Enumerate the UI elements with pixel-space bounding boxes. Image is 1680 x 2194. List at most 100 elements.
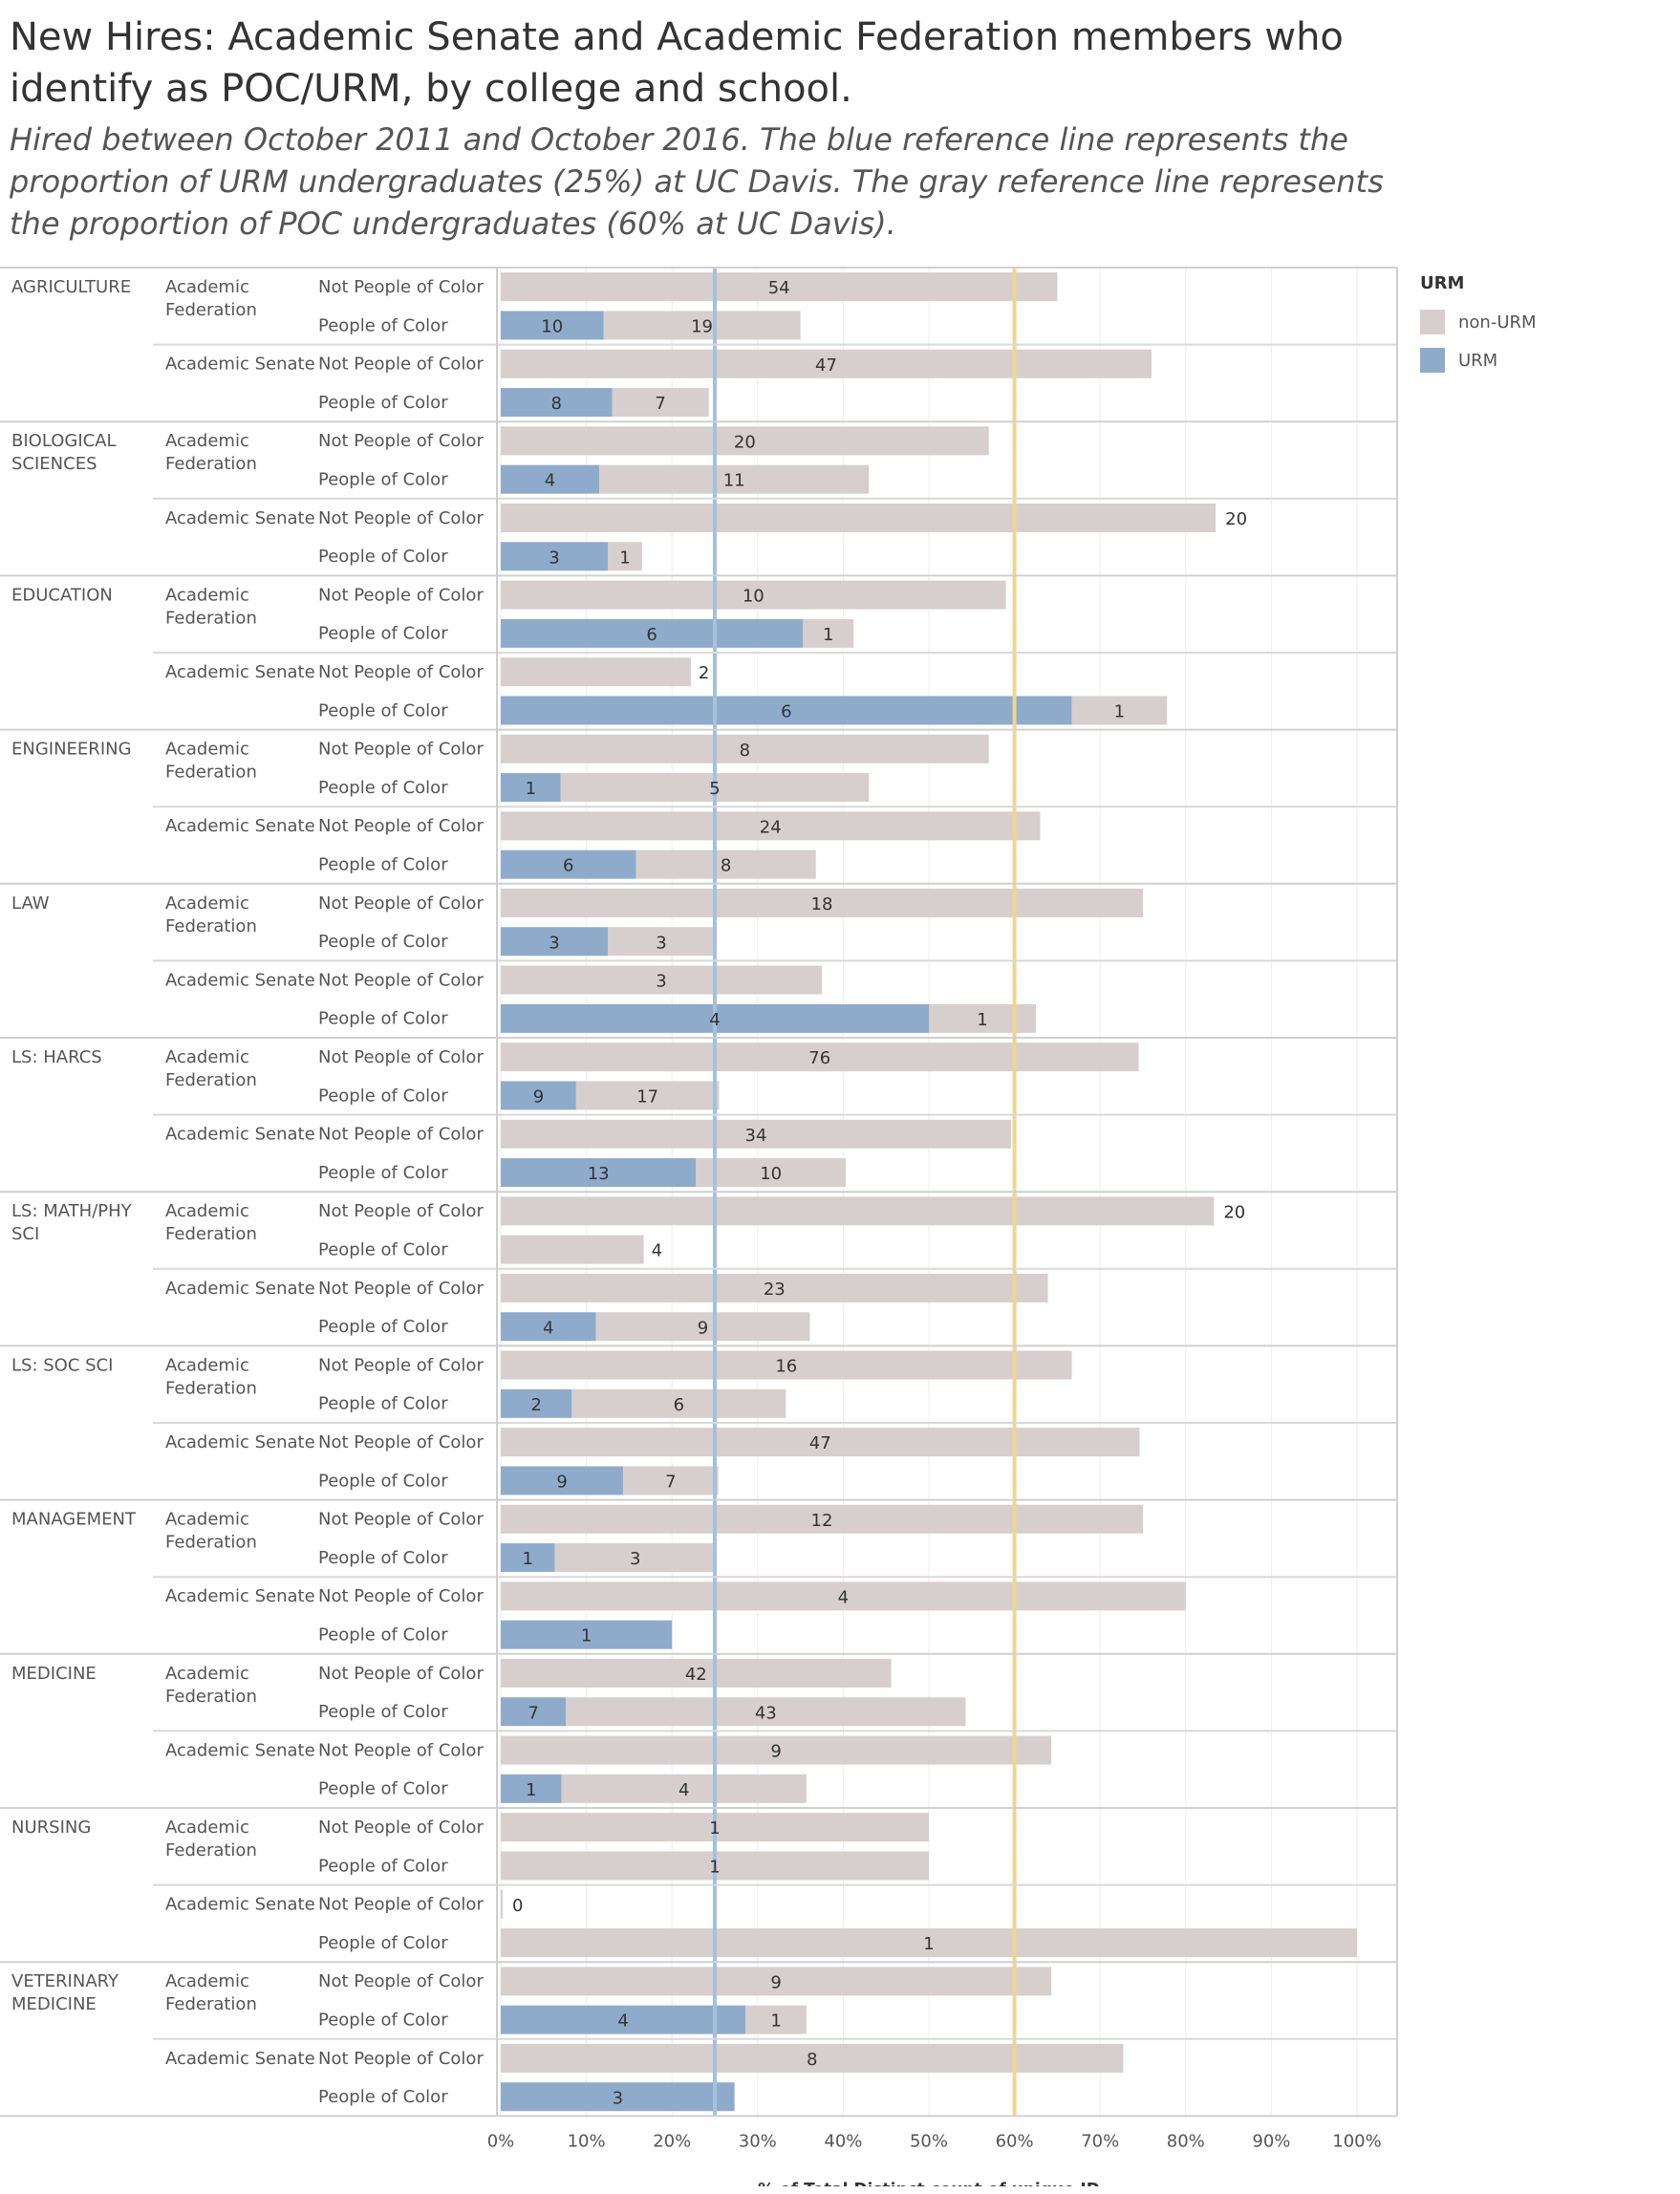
- college-label: EDUCATION: [11, 585, 113, 605]
- row-label: People of Color: [318, 1625, 448, 1646]
- bar-urm: [501, 1081, 576, 1110]
- college-label: LS: HARCS: [11, 1047, 102, 1067]
- legend-label-non-urm: non-URM: [1458, 312, 1537, 333]
- bar-label-urm: 3: [613, 2088, 623, 2108]
- bar-non-urm: [501, 349, 1152, 378]
- category-labels: AGRICULTURE Academic Federation Not People …: [11, 277, 484, 2107]
- group-label: Federation: [165, 1224, 257, 1244]
- bar-label-non-urm: 6: [674, 1395, 684, 1415]
- bar-label-non-urm: 0: [512, 1896, 523, 1916]
- row-label: People of Color: [318, 2087, 448, 2107]
- row-label: Not People of Color: [318, 816, 484, 836]
- bar-urm: [501, 2082, 735, 2112]
- bar-non-urm: [561, 1774, 807, 1803]
- row-label: People of Color: [318, 1394, 448, 1414]
- group-label: Academic: [165, 740, 249, 760]
- bar-label-urm: 13: [588, 1164, 610, 1184]
- bar-label-urm: 9: [556, 1472, 567, 1492]
- bar-urm: [501, 464, 600, 494]
- bar-label-urm: 3: [549, 548, 559, 568]
- row-label: People of Color: [318, 932, 448, 952]
- bar-label-urm: 9: [533, 1086, 544, 1107]
- x-tick-label: 0%: [487, 2131, 515, 2151]
- legend-swatch-urm: [1420, 348, 1445, 373]
- bar-urm: [501, 1466, 624, 1495]
- group-label: Academic: [165, 1201, 249, 1221]
- bar-label-non-urm: 1: [1114, 701, 1125, 721]
- bar-label-non-urm: 8: [740, 741, 750, 761]
- bar-label-urm: 4: [709, 1010, 720, 1030]
- bar-label-non-urm: 1: [770, 2011, 781, 2032]
- bar-label-urm: 10: [541, 316, 563, 336]
- x-tick-label: 50%: [910, 2131, 948, 2151]
- row-separators: [0, 267, 1398, 2118]
- row-label: Not People of Color: [318, 1125, 484, 1145]
- bar-label-urm: 3: [549, 933, 559, 953]
- bar-non-urm: [608, 927, 715, 957]
- bar-label-non-urm: 54: [768, 278, 790, 298]
- bar-non-urm: [929, 1003, 1036, 1033]
- group-label: Academic: [165, 277, 249, 297]
- bar-urm: [501, 2005, 746, 2034]
- bar-label-non-urm: 47: [815, 355, 837, 376]
- x-tick-label: 10%: [568, 2131, 606, 2151]
- bar-urm: [501, 927, 608, 957]
- bar-label-non-urm: 1: [709, 1857, 720, 1877]
- group-label: Academic Senate: [165, 1432, 315, 1452]
- bar-non-urm: [566, 1697, 966, 1727]
- bar-label-urm: 7: [528, 1703, 538, 1723]
- bar-label-urm: 4: [617, 2011, 628, 2032]
- bar-non-urm: [501, 1196, 1215, 1226]
- bar-label-urm: 4: [545, 471, 555, 491]
- row-label: Not People of Color: [318, 893, 484, 914]
- legend-swatch-non-urm: [1420, 310, 1445, 334]
- group-label: Academic: [165, 1355, 249, 1375]
- group-label: Federation: [165, 300, 257, 320]
- bar-non-urm: [501, 888, 1143, 917]
- row-label: People of Color: [318, 1163, 448, 1183]
- row-label: People of Color: [318, 470, 448, 490]
- college-label: AGRICULTURE: [11, 277, 131, 297]
- legend-item-urm: URM: [1420, 341, 1649, 379]
- chart-subtitle: Hired between October 2011 and October 2…: [10, 121, 1384, 242]
- row-label: People of Color: [318, 700, 448, 721]
- x-tick-label: 100%: [1332, 2131, 1381, 2151]
- bar-label-non-urm: 19: [691, 316, 713, 336]
- bar-non-urm: [501, 1735, 1052, 1765]
- group-label: Academic Senate: [165, 970, 315, 990]
- row-label: Not People of Color: [318, 585, 484, 605]
- group-label: Academic: [165, 1818, 249, 1838]
- legend-item-non-urm: non-URM: [1420, 303, 1649, 341]
- row-label: Not People of Color: [318, 1510, 484, 1530]
- bar-non-urm: [501, 272, 1058, 302]
- row-label: People of Color: [318, 1702, 448, 1722]
- bar-label-urm: 1: [526, 1780, 536, 1800]
- bar-non-urm: [501, 1581, 1186, 1611]
- bar-label-non-urm: 20: [734, 432, 756, 452]
- college-label: VETERINARY: [11, 1971, 119, 1991]
- chart-title: New Hires: Academic Senate and Academic …: [10, 15, 1344, 111]
- bar-urm: [501, 542, 608, 571]
- bar-label-urm: 8: [551, 394, 562, 414]
- college-label: MEDICINE: [11, 1664, 97, 1684]
- group-label: Academic: [165, 1664, 249, 1684]
- bar-urm: [501, 850, 636, 879]
- bar-label-non-urm: 1: [709, 1818, 720, 1839]
- bar-label-urm: 1: [526, 779, 536, 799]
- bar-label-non-urm: 20: [1225, 509, 1247, 529]
- group-label: Federation: [165, 763, 257, 783]
- bar-non-urm: [554, 1543, 716, 1573]
- row-label: People of Color: [318, 624, 448, 644]
- group-label: Academic Senate: [165, 1279, 315, 1299]
- row-label: People of Color: [318, 778, 448, 798]
- group-label: Academic: [165, 1510, 249, 1530]
- bar-non-urm: [501, 1504, 1143, 1534]
- bar-label-non-urm: 1: [977, 1010, 987, 1030]
- row-label: Not People of Color: [318, 355, 484, 375]
- x-tick-label: 30%: [739, 2131, 777, 2151]
- bar-non-urm: [501, 1658, 892, 1688]
- group-label: Federation: [165, 1994, 257, 2014]
- group-label: Academic: [165, 1971, 249, 1991]
- x-tick-label: 60%: [996, 2131, 1034, 2151]
